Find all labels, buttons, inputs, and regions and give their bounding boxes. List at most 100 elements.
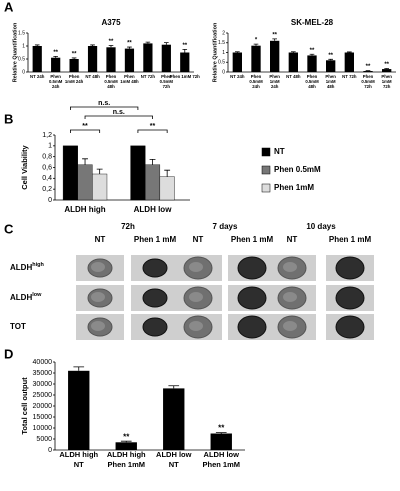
bracket — [137, 129, 168, 133]
y-tick-label: 0,6 — [42, 164, 52, 171]
bar — [161, 44, 171, 72]
bar — [77, 164, 93, 201]
y-tick-label: 1 — [48, 143, 52, 150]
error-bar — [253, 43, 259, 46]
x-tick-label: Phen — [307, 74, 318, 79]
x-tick-label: ALDH low — [156, 450, 192, 459]
x-tick-label: 0.5mM — [249, 79, 263, 84]
x-tick-label: NT 48h — [286, 74, 301, 79]
y-tick-label: 0 — [48, 197, 52, 204]
x-tick-label: Phen — [106, 74, 117, 79]
x-tick-label: Phen — [381, 74, 392, 79]
error-bar — [182, 48, 188, 53]
bracket — [70, 106, 139, 110]
y-axis-label: Relative Quantification — [212, 22, 218, 82]
legend-label: NT — [274, 147, 285, 156]
bar — [159, 176, 175, 201]
x-tick-label: 0.5mM — [160, 79, 174, 84]
x-tick-label: 24h — [252, 84, 260, 89]
x-tick-label: Phen 1mM — [202, 460, 240, 469]
column-group: 10 days — [306, 222, 336, 231]
annotation: ** — [150, 123, 156, 130]
x-tick-label: Phen — [325, 74, 336, 79]
spheroid — [237, 286, 267, 310]
significance: ** — [310, 48, 315, 54]
x-tick-label: Phen 1mM — [107, 460, 145, 469]
y-tick-label: 0,4 — [42, 175, 52, 182]
spheroid — [142, 288, 168, 308]
x-tick-label: Phen — [50, 74, 61, 79]
bar — [51, 57, 61, 72]
x-tick-label: NT — [169, 460, 179, 469]
error-bar — [384, 68, 389, 70]
bracket — [84, 115, 153, 119]
annotation: ** — [82, 123, 88, 130]
error-bar — [291, 51, 296, 53]
x-tick-label: 24h — [52, 84, 60, 89]
x-tick-label: ALDH low — [134, 205, 173, 214]
y-tick-label: 0 — [48, 447, 52, 454]
spheroid — [335, 315, 365, 339]
y-tick-label: 1 — [22, 43, 25, 49]
bar — [251, 45, 261, 72]
x-tick-label: ALDH high — [64, 205, 105, 214]
row-label-base: TOT — [10, 322, 26, 331]
error-bar — [272, 38, 277, 41]
column-group: 7 days — [213, 222, 238, 231]
chart-title: A375 — [101, 18, 121, 27]
row-label: ALDHlow — [10, 292, 42, 302]
error-bar — [34, 44, 40, 46]
panel-label: D — [4, 346, 13, 361]
spheroid — [335, 256, 365, 280]
significance: ** — [272, 32, 277, 38]
significance: * — [255, 38, 258, 44]
column-label: NT — [95, 235, 106, 244]
y-tick-label: 35000 — [33, 370, 53, 377]
y-tick-label: 40000 — [33, 359, 53, 366]
row-label-sup: high — [32, 262, 44, 268]
x-tick-label: 1mM 48h — [120, 79, 139, 84]
bar — [270, 40, 280, 72]
error-bar — [309, 53, 315, 56]
bar — [363, 71, 373, 72]
x-tick-label: NT 72h — [141, 74, 156, 79]
significance: ** — [72, 52, 77, 58]
legend-swatch — [261, 165, 271, 175]
x-tick-label: NT 48h — [85, 74, 100, 79]
bar — [130, 145, 146, 201]
y-tick-label: 0,8 — [42, 154, 52, 161]
spheroid-texture — [189, 292, 203, 302]
row-label: TOT — [10, 322, 26, 331]
spheroid-texture — [91, 262, 105, 272]
significance: ** — [53, 50, 58, 56]
x-tick-label: Phen — [69, 74, 80, 79]
significance: ** — [328, 53, 333, 59]
x-tick-label: 72h — [364, 84, 372, 89]
y-axis-label: Cell Viability — [20, 144, 29, 189]
x-tick-label: 24h — [271, 84, 279, 89]
bar — [307, 55, 317, 72]
significance: ** — [218, 424, 225, 433]
y-tick-label: 10000 — [33, 425, 53, 432]
bar — [124, 48, 135, 72]
x-tick-label: Phen — [363, 74, 374, 79]
bar — [143, 43, 153, 72]
error-bar — [82, 158, 88, 165]
significance: ** — [123, 432, 130, 441]
spheroid-texture — [189, 262, 203, 272]
bar — [68, 370, 90, 450]
panel-label: C — [4, 221, 14, 236]
column-group: 72h — [121, 222, 135, 231]
panel-label: A — [4, 0, 14, 14]
x-tick-label: 48h — [327, 84, 335, 89]
error-bar — [145, 41, 151, 44]
spheroid-texture — [283, 262, 297, 272]
x-tick-label: ALDH high — [59, 450, 98, 459]
column-label: Phen 1 mM — [329, 235, 372, 244]
bar — [210, 433, 232, 450]
x-tick-label: Phen — [161, 74, 172, 79]
error-bar — [168, 385, 180, 389]
bar — [62, 145, 78, 201]
error-bar — [235, 51, 240, 53]
x-tick-label: Phen 1mM 72h — [170, 74, 200, 79]
